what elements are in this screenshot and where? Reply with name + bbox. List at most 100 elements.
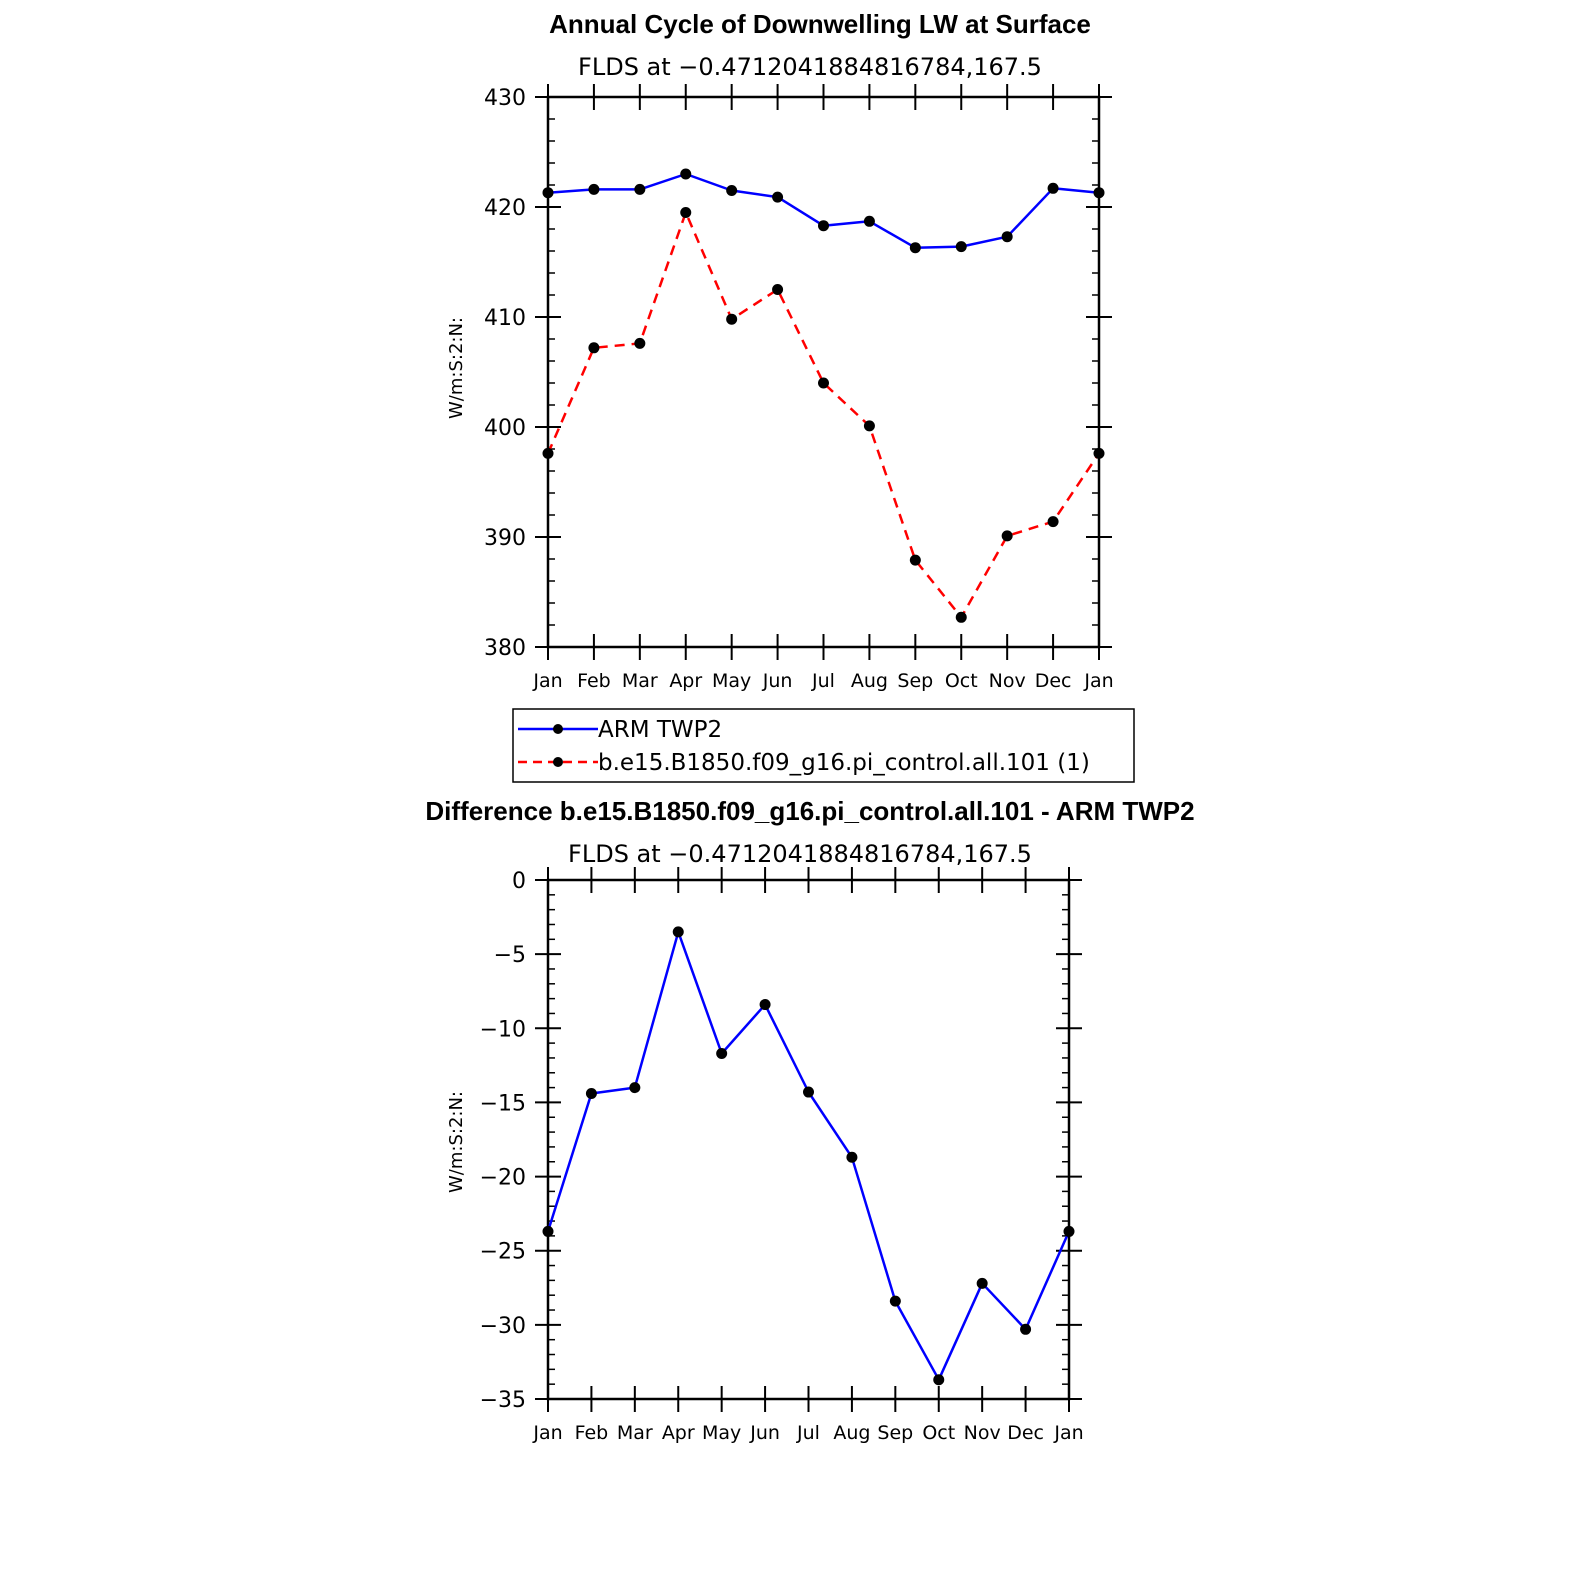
- series-point: [726, 313, 738, 325]
- y-tick-label: −35: [480, 1388, 526, 1413]
- x-tick-label: Nov: [989, 670, 1026, 692]
- chart-1-axes: 380 390 400 410 420 430 Jan Feb Mar Apr May Jun Jul A…: [484, 84, 1114, 692]
- series-point: [818, 220, 829, 232]
- legend-marker-model: [553, 757, 563, 767]
- series-point: [1001, 231, 1013, 243]
- series-point: [1063, 1225, 1075, 1237]
- x-tick-label: Aug: [833, 1422, 870, 1444]
- chart-1-series: [542, 168, 1105, 623]
- series-point: [818, 377, 829, 389]
- series-point: [955, 241, 967, 253]
- chart-1-ylabel: W/m:S:2:N:: [446, 317, 467, 419]
- series-point: [634, 337, 646, 349]
- series-point: [933, 1374, 945, 1386]
- y-tick-label: 410: [484, 306, 526, 331]
- x-tick-label: Jan: [1083, 670, 1113, 692]
- legend-label-arm: ARM TWP2: [598, 717, 722, 743]
- x-tick-label: Sep: [897, 670, 933, 692]
- legend-marker-arm: [553, 724, 563, 734]
- chart-2-axes: 0 −5 −10 −15 −20 −25 −30 −35 Jan Feb Mar Apr May Jun J…: [480, 867, 1084, 1444]
- series-point: [1047, 182, 1059, 194]
- y-tick-label: −5: [494, 943, 526, 968]
- series-point: [846, 1151, 858, 1163]
- series-line: [546, 930, 1071, 1381]
- series-point: [803, 1086, 814, 1098]
- series-point: [542, 447, 554, 459]
- series-point: [1001, 530, 1013, 542]
- y-tick-label: 380: [484, 636, 526, 661]
- series-point: [909, 242, 921, 254]
- x-tick-label: Jun: [749, 1422, 780, 1444]
- x-tick-label: Jun: [762, 670, 793, 692]
- chart-2-subtitle: FLDS at −0.4712041884816784,167.5: [568, 840, 1032, 868]
- series-point: [1047, 516, 1059, 528]
- x-tick-label: Sep: [877, 1422, 913, 1444]
- x-tick-label: Jan: [1053, 1422, 1083, 1444]
- series-point: [634, 183, 646, 195]
- y-tick-label: 400: [484, 416, 526, 441]
- series-point: [1020, 1323, 1032, 1335]
- x-tick-label: Oct: [922, 1422, 955, 1444]
- series-point: [542, 187, 554, 199]
- series-point: [772, 284, 784, 295]
- y-tick-label: 0: [512, 869, 526, 894]
- y-tick-label: −25: [480, 1240, 526, 1265]
- series-point: [680, 168, 692, 180]
- x-tick-label: Nov: [964, 1422, 1001, 1444]
- x-tick-label: Aug: [851, 670, 888, 692]
- series-point: [588, 183, 600, 195]
- x-tick-label: Apr: [669, 670, 702, 692]
- series-point: [772, 191, 784, 203]
- chart-1-title: Annual Cycle of Downwelling LW at Surfac…: [549, 9, 1091, 39]
- y-tick-label: 390: [484, 526, 526, 551]
- series-point: [588, 342, 600, 354]
- y-tick-label: 430: [484, 86, 526, 111]
- series-point: [863, 215, 875, 227]
- legend-box: [512, 708, 1135, 783]
- chart-1: Annual Cycle of Downwelling LW at Surfac…: [446, 9, 1114, 692]
- x-tick-label: Mar: [622, 670, 658, 692]
- chart-2-title: Difference b.e15.B1850.f09_g16.pi_contro…: [425, 796, 1194, 826]
- series-point: [955, 611, 967, 623]
- y-tick-label: −15: [480, 1091, 526, 1116]
- x-tick-label: Jan: [532, 1422, 562, 1444]
- plot-frame: [546, 95, 1101, 649]
- series-point: [542, 1225, 554, 1237]
- series-point: [1093, 187, 1105, 199]
- plot-frame: [546, 878, 1071, 1401]
- x-tick-label: Mar: [617, 1422, 653, 1444]
- x-tick-label: Oct: [945, 670, 978, 692]
- series-point: [759, 999, 771, 1011]
- chart-2-series: [542, 926, 1075, 1386]
- legend: ARM TWP2 b.e15.B1850.f09_g16.pi_control.…: [512, 708, 1135, 783]
- y-tick-label: 420: [484, 196, 526, 221]
- series-line: [546, 211, 1101, 619]
- series-point: [1093, 447, 1105, 459]
- series-point: [889, 1295, 901, 1307]
- series-line: [547, 172, 1100, 249]
- series-point: [909, 554, 921, 566]
- legend-label-model: b.e15.B1850.f09_g16.pi_control.all.101 (…: [598, 750, 1090, 776]
- series-point: [629, 1082, 641, 1094]
- x-tick-label: Dec: [1035, 670, 1072, 692]
- x-tick-label: Jul: [796, 1422, 820, 1444]
- series-point: [585, 1088, 597, 1100]
- series-point: [680, 207, 692, 218]
- x-tick-label: Dec: [1007, 1422, 1044, 1444]
- x-tick-label: Jan: [532, 670, 562, 692]
- y-tick-label: −20: [480, 1166, 526, 1191]
- series-point: [672, 926, 684, 938]
- x-tick-label: Jul: [811, 670, 835, 692]
- series-point: [976, 1277, 988, 1289]
- x-tick-label: Apr: [662, 1422, 695, 1444]
- y-tick-label: −10: [480, 1017, 526, 1042]
- chart-1-subtitle: FLDS at −0.4712041884816784,167.5: [578, 53, 1042, 81]
- y-tick-label: −30: [480, 1314, 526, 1339]
- chart-2-ylabel: W/m:S:2:N:: [446, 1091, 467, 1193]
- series-point: [716, 1047, 728, 1059]
- x-tick-label: May: [702, 1422, 741, 1444]
- series-point: [863, 420, 875, 432]
- x-tick-label: Feb: [577, 670, 611, 692]
- x-tick-label: May: [712, 670, 751, 692]
